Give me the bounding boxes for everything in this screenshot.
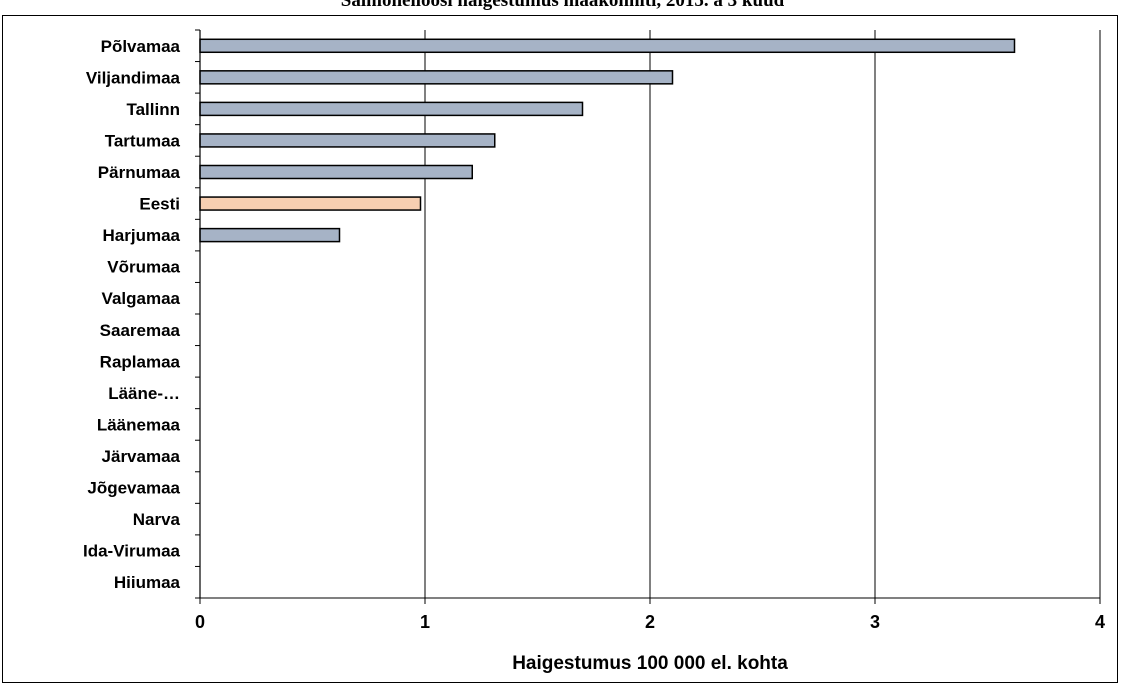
bar-viljandimaa	[199, 70, 674, 85]
category-labels: Põlvamaa Viljandimaa Tallinn Tartumaa Pärnum…	[83, 37, 181, 592]
bar-harjumaa	[199, 227, 341, 243]
tick-labels: 0 1 2 3 4	[195, 612, 1105, 632]
x-tick-label: 0	[195, 612, 205, 632]
gridlines	[424, 30, 1101, 598]
category-label: Valgamaa	[102, 289, 181, 308]
category-label: Eesti	[139, 195, 180, 214]
x-axis-title: Haigestumus 100 000 el. kohta	[512, 653, 788, 674]
category-label: Narva	[133, 510, 181, 529]
bars	[199, 38, 1016, 243]
category-label: Läänemaa	[97, 415, 181, 434]
category-label: Järvamaa	[102, 447, 181, 466]
category-label: Tallinn	[126, 100, 180, 119]
x-tick-label: 1	[420, 612, 430, 632]
bar-eesti	[199, 196, 422, 211]
category-label: Jõgevamaa	[87, 479, 180, 498]
axes	[195, 29, 1101, 604]
category-label: Võrumaa	[107, 258, 180, 277]
chart-title: Salmonelloosi haigestumus maakonniti, 20…	[340, 0, 785, 11]
category-label: Pärnumaa	[98, 163, 181, 182]
category-label: Tartumaa	[105, 131, 181, 150]
bar-põlvamaa	[199, 38, 1016, 54]
bar-tallinn	[199, 101, 584, 117]
x-tick-label: 4	[1095, 612, 1105, 632]
bar-tartumaa	[199, 133, 496, 148]
category-label: Lääne-…	[108, 384, 180, 403]
bar-pärnumaa	[199, 164, 473, 180]
category-label: Hiiumaa	[114, 573, 181, 592]
category-label: Viljandimaa	[86, 68, 181, 87]
category-label: Ida-Virumaa	[83, 542, 181, 561]
category-label: Põlvamaa	[101, 37, 181, 56]
category-label: Saaremaa	[100, 321, 181, 340]
x-tick-label: 2	[645, 612, 655, 632]
category-label: Harjumaa	[103, 226, 181, 245]
category-label: Raplamaa	[100, 352, 181, 371]
x-tick-label: 3	[870, 612, 880, 632]
